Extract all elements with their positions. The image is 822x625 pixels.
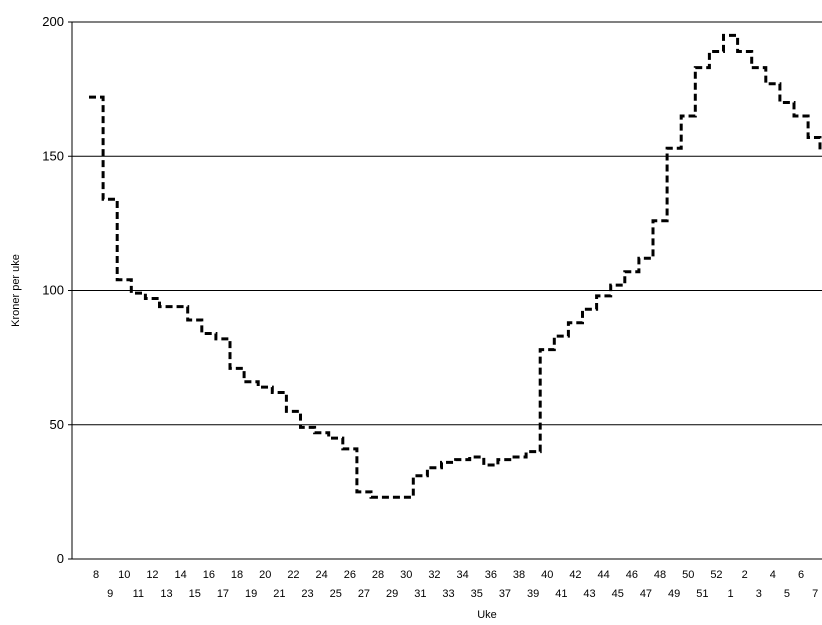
x-tick-label: 19	[245, 588, 257, 600]
x-tick-label: 11	[133, 588, 144, 600]
x-tick-label: 5	[784, 588, 790, 600]
x-tick-label: 9	[107, 588, 113, 600]
x-tick-label: 42	[569, 569, 581, 581]
x-axis-label: Uke	[477, 609, 497, 621]
series-line	[89, 33, 822, 499]
x-tick-label: 52	[710, 569, 722, 581]
x-tick-label: 28	[372, 569, 384, 581]
y-tick-label: 100	[42, 283, 64, 298]
x-tick-label: 16	[203, 569, 215, 581]
x-tick-label: 26	[344, 569, 356, 581]
x-tick-label: 20	[259, 569, 271, 581]
x-tick-label: 3	[756, 588, 762, 600]
x-tick-label: 37	[499, 588, 511, 600]
x-tick-label: 38	[513, 569, 525, 581]
y-tick-labels: 0 50 100 150 200	[42, 14, 64, 566]
x-tick-label: 46	[626, 569, 638, 581]
x-tick-labels: 8910111213141516171819202122232425262728…	[93, 569, 818, 600]
y-axis-label: Kroner per uke	[10, 254, 22, 327]
y-tick-label: 50	[50, 417, 64, 432]
x-tick-label: 1	[727, 588, 733, 600]
x-tick-label: 40	[541, 569, 553, 581]
x-tick-label: 10	[118, 569, 130, 581]
x-tick-label: 48	[654, 569, 666, 581]
x-tick-label: 41	[555, 588, 567, 600]
x-tick-label: 44	[598, 569, 610, 581]
x-tick-label: 21	[273, 588, 285, 600]
x-tick-label: 50	[682, 569, 694, 581]
y-tick-label: 0	[57, 551, 64, 566]
gridlines	[68, 21, 822, 560]
x-tick-label: 24	[316, 569, 328, 581]
x-tick-label: 39	[527, 588, 539, 600]
x-tick-label: 17	[217, 588, 229, 600]
x-tick-label: 15	[189, 588, 201, 600]
x-tick-label: 49	[668, 588, 680, 600]
x-tick-label: 2	[742, 569, 748, 581]
x-tick-label: 27	[358, 588, 370, 600]
x-tick-label: 12	[146, 569, 158, 581]
x-tick-label: 34	[457, 569, 469, 581]
y-tick-label: 150	[42, 148, 64, 163]
x-tick-label: 8	[93, 569, 99, 581]
x-tick-label: 23	[301, 588, 313, 600]
x-tick-label: 43	[583, 588, 595, 600]
x-tick-label: 36	[485, 569, 497, 581]
x-tick-label: 33	[442, 588, 454, 600]
x-tick-label: 7	[812, 588, 818, 600]
y-tick-label: 200	[42, 14, 64, 29]
x-tick-label: 32	[428, 569, 440, 581]
x-tick-label: 35	[471, 588, 483, 600]
x-tick-label: 22	[287, 569, 299, 581]
x-tick-label: 6	[798, 569, 804, 581]
x-tick-label: 4	[770, 569, 776, 581]
x-tick-label: 47	[640, 588, 652, 600]
x-tick-label: 30	[400, 569, 412, 581]
x-tick-label: 13	[160, 588, 172, 600]
x-tick-label: 14	[175, 569, 187, 581]
x-tick-label: 25	[330, 588, 342, 600]
x-tick-label: 31	[414, 588, 426, 600]
x-tick-label: 51	[696, 588, 708, 600]
x-tick-label: 29	[386, 588, 398, 600]
x-tick-label: 18	[231, 569, 243, 581]
x-tick-label: 45	[612, 588, 624, 600]
